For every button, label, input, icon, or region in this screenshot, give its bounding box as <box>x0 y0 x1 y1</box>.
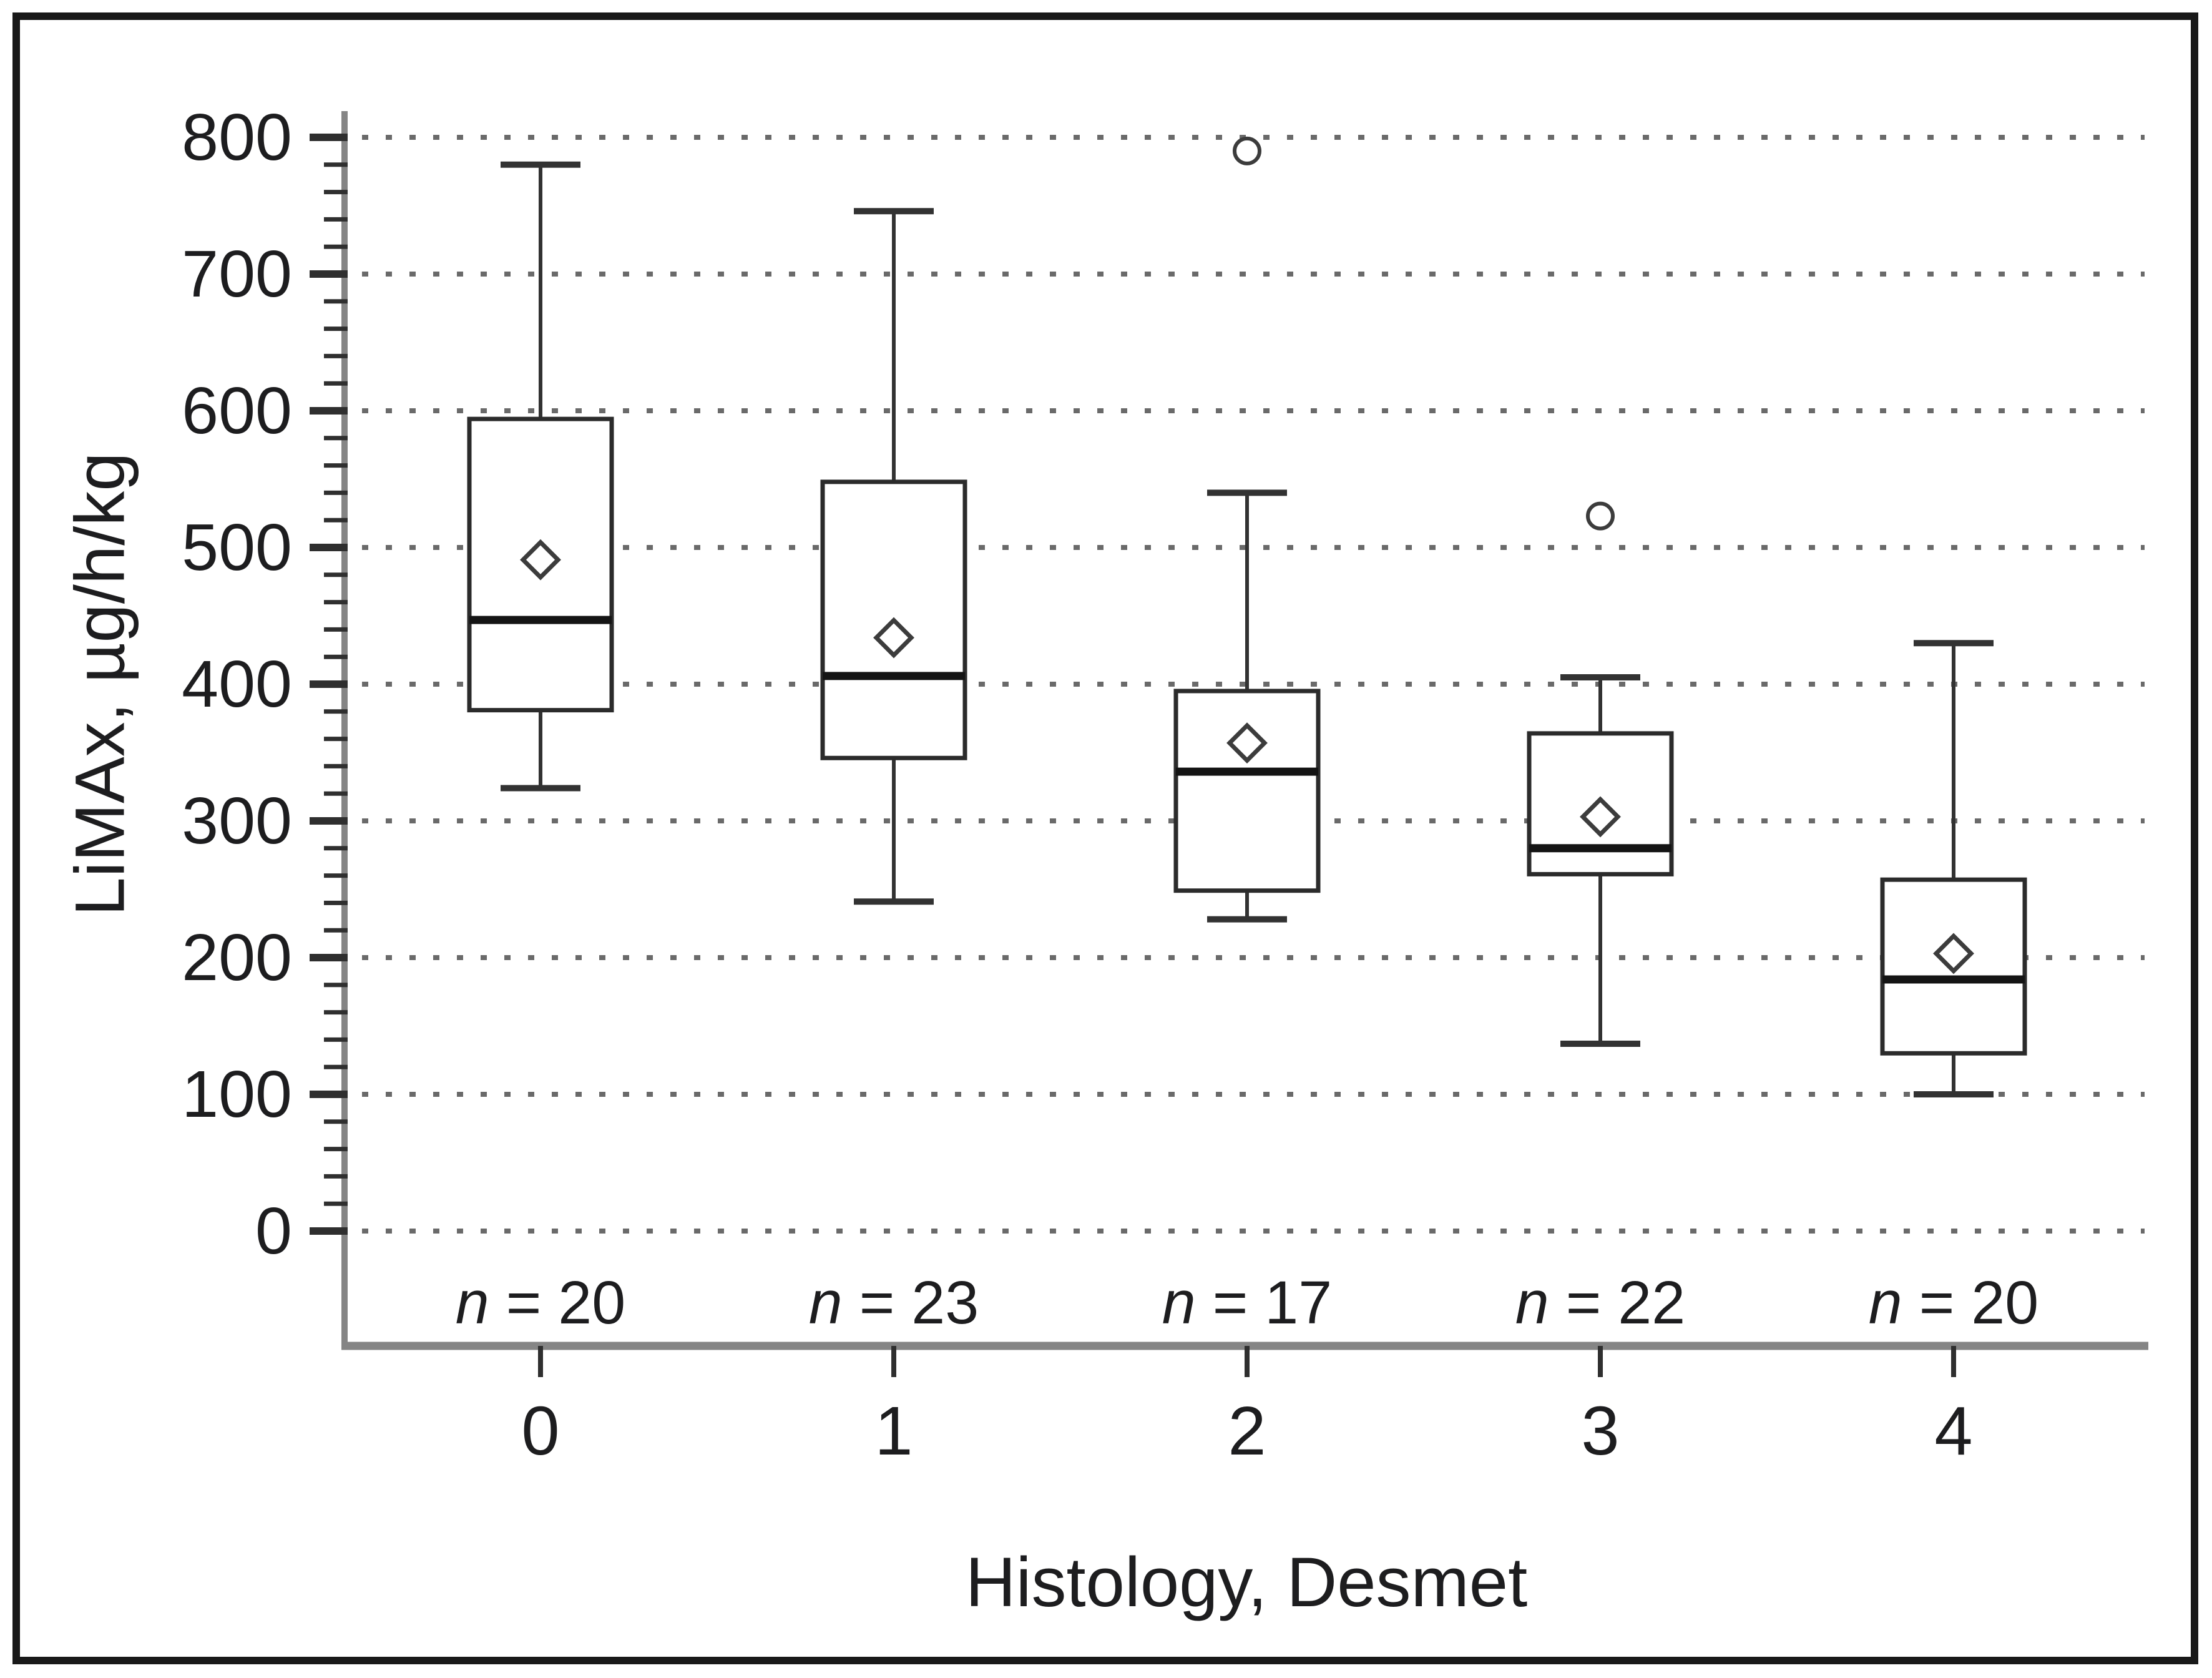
mean-diamond-marker <box>873 617 914 659</box>
box-plot-3 <box>1527 501 1674 1047</box>
y-tick-label-0: 0 <box>255 1194 292 1268</box>
y-tick-label-200: 200 <box>182 921 292 994</box>
x-tick-label-0: 0 <box>521 1393 559 1469</box>
box-plot-2 <box>1173 136 1321 923</box>
x-axis-title: Histology, Desmet <box>965 1543 1528 1621</box>
y-tick-label-100: 100 <box>182 1057 292 1131</box>
box-plot-1 <box>820 208 967 905</box>
y-tick-label-600: 600 <box>182 374 292 448</box>
x-tick-label-4: 4 <box>1934 1393 1972 1469</box>
outlier-marker-790 <box>1233 136 1261 165</box>
y-tick-label-500: 500 <box>182 511 292 584</box>
y-tick-label-400: 400 <box>182 647 292 721</box>
x-tick-label-1: 1 <box>874 1393 913 1469</box>
n-label-0: n = 20 <box>456 1268 625 1337</box>
n-label-4: n = 20 <box>1869 1268 2038 1337</box>
x-tick-label-2: 2 <box>1228 1393 1266 1469</box>
y-tick-label-300: 300 <box>182 784 292 858</box>
y-axis-title: LiMAx, µg/h/kg <box>61 452 139 916</box>
box-plot-4 <box>1880 640 2027 1097</box>
box-plot-0 <box>467 161 614 792</box>
figure-border <box>12 12 2198 1664</box>
mean-diamond-marker <box>1580 796 1621 838</box>
iqr-box <box>1173 689 1321 893</box>
x-tick-label-3: 3 <box>1581 1393 1619 1469</box>
y-tick-label-700: 700 <box>182 237 292 311</box>
mean-diamond-marker <box>1933 933 1974 974</box>
n-label-2: n = 17 <box>1162 1268 1332 1337</box>
mean-diamond-marker <box>1226 722 1268 764</box>
n-label-1: n = 23 <box>809 1268 979 1337</box>
y-tick-label-800: 800 <box>182 101 292 174</box>
mean-diamond-marker <box>520 539 561 581</box>
n-label-3: n = 22 <box>1515 1268 1685 1337</box>
outlier-marker-523 <box>1586 501 1615 531</box>
